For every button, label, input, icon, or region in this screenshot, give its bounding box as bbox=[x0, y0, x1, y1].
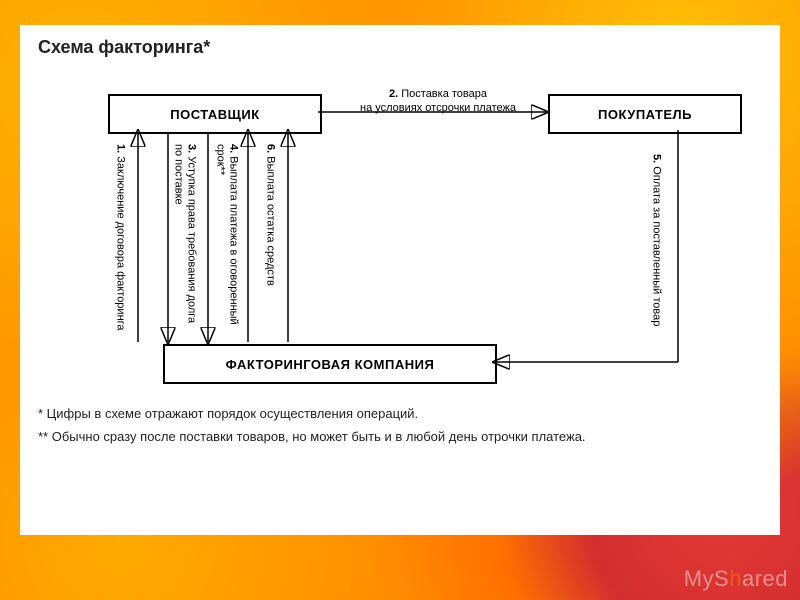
flow2-label: 2. Поставка товара на условиях отсрочки … bbox=[338, 88, 538, 116]
diagram-panel: Схема факторинга* ПОСТАВЩИК ПОКУПАТЕЛЬ Ф… bbox=[20, 25, 780, 535]
flow5-txt: Оплата за поставленный товар bbox=[651, 166, 663, 326]
watermark-b: h bbox=[729, 566, 742, 591]
flow4-label: 4. Выплата платежа в оговоренный срок** bbox=[214, 144, 239, 334]
footnote-1: * Цифры в схеме отражают порядок осущест… bbox=[38, 404, 762, 425]
flow2-l2: на условиях отсрочки платежа bbox=[360, 102, 516, 114]
flow1-num: 1. bbox=[115, 144, 127, 153]
flow6-label: 6. Выплата остатка средств bbox=[264, 144, 277, 334]
footnote-2: ** Обычно сразу после поставки товаров, … bbox=[38, 427, 762, 448]
flow2-num: 2. bbox=[389, 88, 398, 100]
flow1-txt: Заключение договора факторинга bbox=[115, 156, 127, 330]
flow3-label: 3. Уступка права требования долга по пос… bbox=[172, 144, 197, 334]
flow5-label: 5. Оплата за поставленный товар bbox=[650, 154, 663, 344]
watermark-a: MyS bbox=[684, 566, 730, 591]
flow6-num: 6. bbox=[265, 144, 277, 153]
flow1-label: 1. Заключение договора факторинга bbox=[114, 144, 127, 334]
diagram-title: Схема факторинга* bbox=[38, 37, 762, 58]
flow6-txt: Выплата остатка средств bbox=[265, 156, 277, 286]
watermark-c: ared bbox=[742, 566, 788, 591]
flow4-num: 4. bbox=[227, 144, 239, 153]
flow5-num: 5. bbox=[651, 154, 663, 163]
flow3-num: 3. bbox=[185, 144, 197, 153]
flow4-txt: Выплата платежа в оговоренный срок** bbox=[215, 144, 240, 325]
watermark: MyShared bbox=[684, 566, 788, 592]
diagram-area: ПОСТАВЩИК ПОКУПАТЕЛЬ ФАКТОРИНГОВАЯ КОМПА… bbox=[38, 64, 762, 394]
flow2-l1: Поставка товара bbox=[401, 88, 487, 100]
flow3-txt: Уступка права требования долга по постав… bbox=[173, 144, 198, 323]
